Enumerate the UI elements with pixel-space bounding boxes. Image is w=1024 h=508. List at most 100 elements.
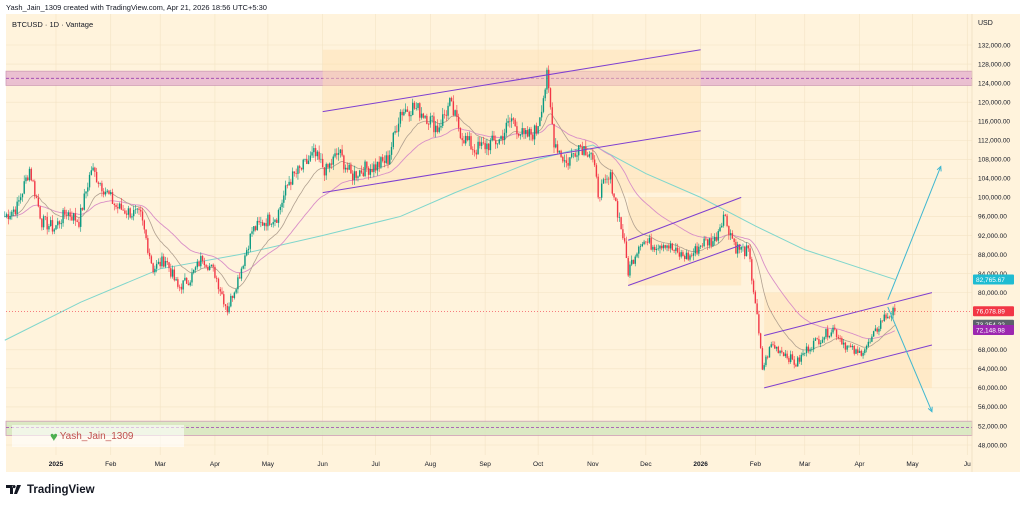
candle-body [526, 130, 529, 137]
candle-body [489, 140, 492, 151]
candle [297, 165, 299, 180]
candle [321, 153, 324, 168]
candle-body [440, 125, 442, 128]
candle-body [85, 191, 87, 194]
candle-body [293, 171, 296, 174]
candle [484, 140, 486, 154]
candle [28, 166, 31, 182]
candle [763, 362, 765, 371]
time-tick-label: Mar [155, 461, 167, 468]
candle-body [646, 241, 649, 243]
candle-body [888, 316, 891, 318]
candle [740, 246, 742, 253]
candle-body [187, 283, 190, 286]
candle-body [516, 126, 518, 134]
candle [394, 125, 396, 135]
candle [770, 341, 772, 348]
candle [50, 216, 52, 227]
candle [216, 275, 218, 283]
candle [231, 295, 234, 302]
candle-body [507, 121, 509, 123]
candle [436, 119, 439, 134]
candle [542, 95, 545, 114]
candle [55, 224, 57, 231]
candle-body [217, 278, 220, 290]
candle [809, 347, 811, 355]
candle-body [740, 246, 742, 250]
candle-body [540, 111, 543, 118]
candle [592, 148, 594, 163]
candle [417, 103, 419, 111]
candle-body [94, 167, 96, 172]
candle-body [272, 222, 274, 225]
candle [353, 165, 356, 185]
candle-body [173, 269, 176, 281]
candle [415, 102, 417, 111]
candle-body [742, 246, 744, 248]
candle [136, 208, 138, 214]
candle [373, 161, 375, 178]
candle [187, 280, 190, 286]
candle [277, 208, 280, 228]
candle [364, 159, 366, 178]
candle-body [376, 161, 379, 171]
candle [228, 302, 230, 314]
price-tick-label: 80,000.00 [978, 290, 1007, 297]
candle-body [498, 139, 500, 144]
candle [480, 137, 483, 150]
candle-body [830, 332, 832, 336]
candle-body [337, 153, 340, 155]
candle [553, 123, 555, 153]
candle-body [327, 164, 329, 168]
candle-body [46, 216, 48, 230]
candle-body [210, 264, 213, 266]
candle-body [701, 245, 704, 247]
candle-body [731, 233, 734, 239]
candle [876, 327, 878, 334]
candle [788, 356, 790, 365]
candle [779, 350, 781, 357]
candle [48, 223, 50, 233]
candle-body [194, 267, 197, 270]
candle [392, 131, 395, 150]
candle [894, 304, 896, 316]
candle-body [438, 127, 440, 132]
candle [194, 265, 197, 273]
candle [878, 325, 880, 336]
candle-body [622, 229, 624, 239]
candle-body [475, 152, 478, 155]
candle-body [226, 305, 229, 313]
candle-body [382, 157, 384, 161]
candle [166, 257, 168, 265]
candle [419, 102, 421, 122]
candle-body [678, 252, 681, 257]
candle-body [403, 111, 405, 116]
candle [11, 209, 13, 220]
candle [256, 217, 259, 231]
price-tick-label: 88,000.00 [978, 252, 1007, 259]
price-tick-label: 120,000.00 [978, 99, 1011, 106]
candle [357, 175, 359, 182]
candle [226, 302, 229, 316]
candle-body [127, 208, 130, 215]
candle-body [134, 209, 137, 211]
tradingview-logo[interactable]: TradingView [6, 484, 95, 496]
price-label-badge [973, 325, 1014, 336]
candle-body [216, 277, 218, 279]
candle [291, 167, 294, 186]
candle-body [729, 233, 732, 235]
candle-body [166, 261, 168, 263]
time-tick-label: 2025 [49, 461, 64, 468]
candle-body [427, 123, 430, 125]
candle [434, 121, 437, 138]
candle-body [517, 133, 520, 136]
candle [549, 87, 552, 110]
candle-body [804, 353, 806, 354]
candle [662, 243, 665, 252]
candle [892, 306, 894, 319]
candle [572, 152, 575, 159]
candle-body [71, 216, 73, 221]
candle [555, 138, 557, 149]
candle-body [277, 209, 280, 223]
